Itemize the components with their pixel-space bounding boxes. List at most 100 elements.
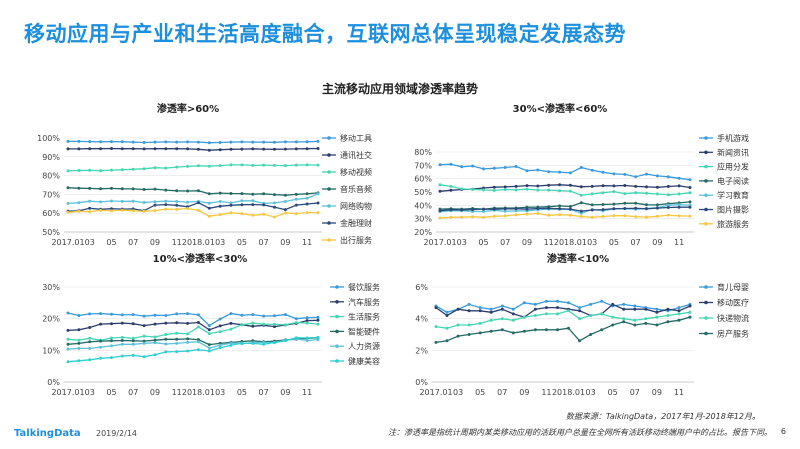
data-point	[558, 189, 562, 193]
data-point	[316, 318, 320, 322]
data-point	[622, 307, 626, 311]
data-point	[99, 187, 103, 191]
data-point	[579, 215, 583, 218]
x-tick-label: 03	[85, 238, 95, 247]
data-point	[240, 147, 244, 151]
legend-label: 汽车服务	[348, 297, 380, 307]
data-point	[77, 209, 81, 213]
data-point	[186, 140, 190, 144]
data-point	[294, 212, 298, 216]
footnote: 注：渗透率是指统计周期内某类移动应用的活跃用户总量在全网所有活跃移动终端用户中的…	[388, 428, 772, 437]
data-point	[142, 334, 146, 338]
legend-marker	[704, 207, 708, 212]
data-point	[514, 184, 518, 188]
data-point	[164, 321, 168, 325]
data-point	[547, 188, 551, 192]
data-point	[445, 310, 449, 314]
data-point	[645, 191, 648, 195]
legend-marker	[704, 222, 708, 226]
data-point	[120, 140, 124, 144]
data-point	[120, 208, 124, 212]
data-point	[688, 186, 692, 189]
data-point	[77, 346, 81, 350]
data-point	[207, 214, 211, 218]
data-point	[142, 147, 146, 151]
data-point	[196, 321, 200, 324]
legend-marker	[335, 314, 339, 319]
data-point	[316, 192, 320, 196]
chart-title: 30%<渗透率<60%	[513, 102, 608, 115]
legend-label: 餐饮服务	[348, 282, 380, 292]
data-point	[612, 214, 616, 218]
data-point	[633, 323, 637, 327]
data-point	[316, 147, 320, 150]
legend-label: 移动工具	[340, 133, 372, 143]
data-point	[229, 140, 233, 144]
data-point	[186, 340, 190, 344]
x-tick-label: 2018.01	[182, 388, 215, 397]
data-point	[240, 199, 244, 203]
data-point	[305, 316, 309, 320]
data-point	[467, 302, 471, 306]
series-line	[67, 319, 319, 332]
data-point	[110, 209, 113, 213]
data-point	[655, 310, 659, 314]
x-tick-label: 2018.01	[554, 238, 587, 247]
data-point	[666, 314, 670, 317]
x-tick-label: 07	[259, 238, 269, 247]
x-tick-label: 03	[457, 238, 467, 247]
data-point	[622, 317, 626, 321]
data-point	[688, 178, 692, 182]
data-point	[579, 193, 583, 197]
data-point	[66, 360, 70, 364]
data-point	[645, 172, 648, 176]
data-point	[218, 204, 222, 208]
data-point	[207, 141, 211, 145]
data-point	[511, 312, 515, 316]
data-point	[305, 336, 309, 340]
data-point	[544, 312, 548, 316]
data-point	[634, 191, 638, 195]
y-tick-label: 2%	[415, 346, 428, 355]
data-point	[456, 334, 460, 338]
footer-date: 2019/2/14	[96, 429, 138, 438]
data-point	[316, 201, 320, 205]
data-point	[590, 168, 594, 172]
data-point	[449, 215, 453, 219]
data-point	[262, 212, 266, 216]
data-point	[579, 201, 583, 205]
data-point	[471, 164, 475, 168]
data-point	[77, 147, 81, 151]
data-point	[489, 329, 493, 333]
x-tick-label: 03	[453, 388, 463, 397]
data-point	[666, 206, 670, 209]
data-point	[305, 163, 309, 167]
y-tick-label: 50%	[414, 188, 432, 197]
data-point	[218, 200, 222, 203]
data-point	[142, 201, 146, 204]
data-point	[142, 188, 146, 191]
data-point	[240, 313, 244, 317]
data-point	[273, 340, 276, 344]
data-point	[547, 206, 551, 210]
data-point	[623, 201, 627, 205]
data-point	[568, 205, 572, 208]
data-point	[482, 207, 485, 211]
data-point	[305, 196, 309, 200]
data-point	[262, 163, 266, 167]
data-point	[445, 339, 449, 343]
data-point	[251, 192, 255, 196]
data-point	[131, 140, 135, 144]
data-point	[99, 339, 103, 343]
data-point	[66, 328, 70, 332]
data-point	[547, 170, 551, 174]
x-tick-label: 11	[541, 388, 551, 397]
data-point	[110, 312, 113, 316]
data-point	[186, 147, 190, 151]
data-point	[164, 337, 168, 341]
legend-label: 旅游服务	[717, 219, 749, 229]
x-tick-label: 09	[652, 388, 662, 397]
legend-marker	[327, 153, 331, 157]
y-tick-label: 80%	[414, 148, 432, 157]
data-point	[590, 215, 594, 219]
